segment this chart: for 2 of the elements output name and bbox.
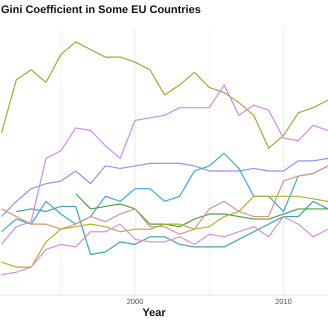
chart-title: Gini Coefficient in Some EU Countries xyxy=(1,4,201,16)
x-axis-title: Year xyxy=(142,307,166,319)
